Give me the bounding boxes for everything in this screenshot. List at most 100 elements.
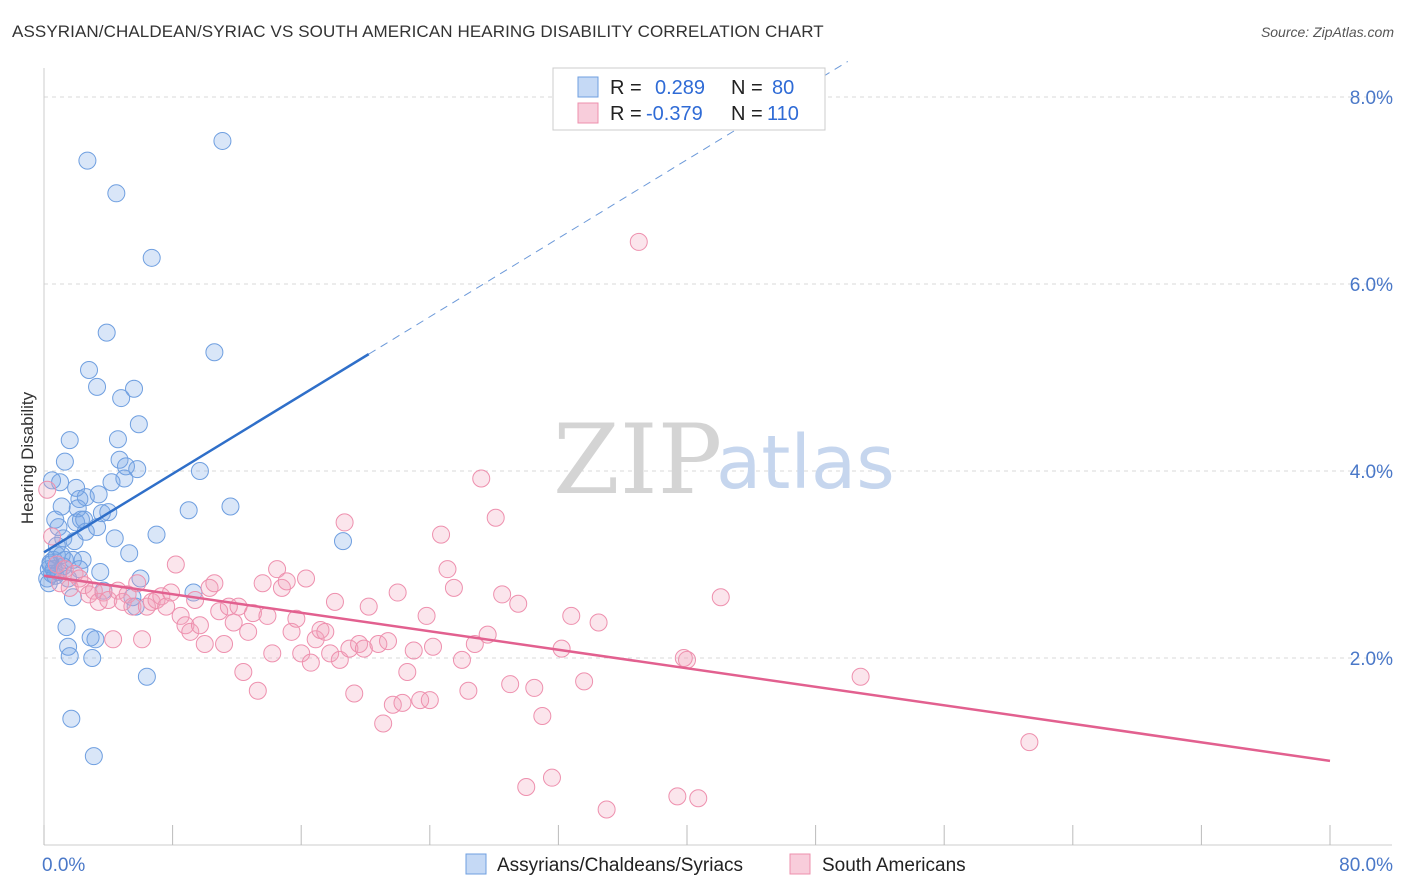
data-point-south-americans bbox=[465, 634, 484, 653]
data-point-south-americans bbox=[668, 787, 687, 806]
data-point-assyrians bbox=[46, 510, 65, 529]
data-point-south-americans bbox=[398, 663, 417, 682]
data-point-south-americans bbox=[190, 616, 209, 635]
data-point-south-americans bbox=[171, 606, 190, 625]
data-point-assyrians bbox=[83, 649, 102, 667]
data-point-south-americans bbox=[374, 714, 393, 733]
data-point-south-americans bbox=[542, 768, 561, 787]
data-point-south-americans bbox=[205, 574, 224, 593]
watermark-zip: ZIP bbox=[553, 404, 722, 516]
data-point-south-americans bbox=[248, 681, 267, 700]
stats-swatch-pink bbox=[577, 102, 599, 124]
data-point-assyrians bbox=[84, 747, 103, 766]
data-point-south-americans bbox=[379, 632, 398, 651]
data-point-assyrians bbox=[62, 709, 81, 728]
data-point-south-americans bbox=[268, 560, 287, 579]
data-point-south-americans bbox=[297, 569, 316, 588]
data-point-south-americans bbox=[533, 706, 552, 725]
data-point-south-americans bbox=[239, 622, 258, 641]
data-point-assyrians bbox=[88, 377, 107, 396]
y-tick-label: 8.0% bbox=[1350, 88, 1393, 109]
chart-title: ASSYRIAN/CHALDEAN/SYRIAC VS SOUTH AMERIC… bbox=[12, 22, 824, 41]
stats-legend-box: R = 0.289 N = 80 R = -0.379 N = 110 bbox=[552, 67, 826, 131]
data-point-assyrians bbox=[116, 457, 135, 476]
data-point-south-americans bbox=[420, 691, 439, 710]
data-point-south-americans bbox=[629, 232, 648, 251]
data-point-south-americans bbox=[575, 672, 594, 691]
watermark: ZIP atlas bbox=[553, 404, 895, 516]
data-point-south-americans bbox=[345, 684, 364, 703]
data-point-assyrians bbox=[55, 452, 74, 471]
data-point-assyrians bbox=[97, 323, 116, 342]
data-point-south-americans bbox=[417, 606, 436, 625]
data-point-south-americans bbox=[404, 641, 423, 660]
data-point-assyrians bbox=[78, 151, 97, 170]
data-point-south-americans bbox=[452, 650, 471, 669]
bottom-legend: Assyrians/Chaldeans/Syriacs South Americ… bbox=[465, 853, 966, 876]
data-point-assyrians bbox=[205, 343, 224, 362]
data-point-assyrians bbox=[147, 525, 166, 544]
data-point-assyrians bbox=[80, 361, 99, 380]
data-point-assyrians bbox=[70, 490, 89, 509]
data-point-south-americans bbox=[104, 630, 123, 649]
data-point-south-americans bbox=[388, 583, 407, 602]
data-point-assyrians bbox=[213, 131, 232, 150]
stats-swatch-blue bbox=[577, 76, 599, 98]
data-point-south-americans bbox=[493, 585, 512, 604]
series-south-americans-points bbox=[38, 232, 1039, 819]
data-point-south-americans bbox=[287, 609, 306, 628]
data-point-south-americans bbox=[486, 508, 505, 527]
data-point-south-americans bbox=[444, 578, 463, 597]
data-point-assyrians bbox=[59, 637, 78, 656]
data-point-south-americans bbox=[674, 649, 693, 667]
data-point-assyrians bbox=[333, 532, 352, 551]
data-point-assyrians bbox=[125, 379, 144, 398]
data-point-assyrians bbox=[89, 485, 108, 504]
y-tick-label: 4.0% bbox=[1350, 462, 1393, 483]
data-point-assyrians bbox=[107, 184, 126, 203]
data-point-south-americans bbox=[123, 597, 142, 616]
data-point-south-americans bbox=[432, 525, 451, 544]
data-point-south-americans bbox=[38, 480, 57, 499]
series-assyrians-points bbox=[38, 131, 352, 766]
data-point-south-americans bbox=[292, 644, 311, 663]
data-point-south-americans bbox=[195, 634, 214, 653]
data-point-south-americans bbox=[277, 572, 296, 591]
data-point-assyrians bbox=[179, 501, 198, 520]
data-point-south-americans bbox=[306, 630, 325, 649]
data-point-south-americans bbox=[301, 653, 320, 672]
grid-lines bbox=[44, 96, 1392, 659]
data-point-south-americans bbox=[472, 469, 491, 488]
data-point-assyrians bbox=[190, 462, 209, 480]
data-point-south-americans bbox=[689, 789, 708, 808]
data-point-assyrians bbox=[73, 550, 92, 569]
watermark-atlas: atlas bbox=[716, 420, 895, 506]
data-point-south-americans bbox=[438, 560, 457, 579]
stats-r-value: 0.289 bbox=[655, 77, 705, 99]
x-tick-label: 0.0% bbox=[42, 855, 85, 876]
data-point-south-americans bbox=[459, 681, 478, 700]
data-point-assyrians bbox=[43, 471, 62, 490]
data-point-assyrians bbox=[86, 630, 105, 649]
data-point-assyrians bbox=[41, 555, 60, 574]
data-point-assyrians bbox=[137, 667, 156, 686]
data-point-south-americans bbox=[186, 591, 205, 610]
stats-r-label: R = bbox=[610, 103, 642, 125]
data-point-south-americans bbox=[354, 639, 373, 658]
x-tick-label: 80.0% bbox=[1339, 855, 1393, 876]
data-point-assyrians bbox=[142, 248, 161, 267]
stats-r-value: -0.379 bbox=[646, 103, 703, 125]
data-point-south-americans bbox=[133, 630, 152, 649]
data-point-south-americans bbox=[1020, 733, 1039, 752]
data-point-south-americans bbox=[411, 691, 430, 710]
data-point-south-americans bbox=[335, 513, 354, 532]
data-point-south-americans bbox=[359, 597, 378, 616]
trend-line-assyrians bbox=[43, 353, 370, 554]
data-point-assyrians bbox=[60, 647, 79, 666]
data-point-assyrians bbox=[112, 389, 131, 408]
data-point-south-americans bbox=[263, 644, 282, 663]
data-point-assyrians bbox=[128, 460, 147, 479]
data-point-south-americans bbox=[316, 622, 335, 641]
data-point-assyrians bbox=[105, 529, 124, 548]
